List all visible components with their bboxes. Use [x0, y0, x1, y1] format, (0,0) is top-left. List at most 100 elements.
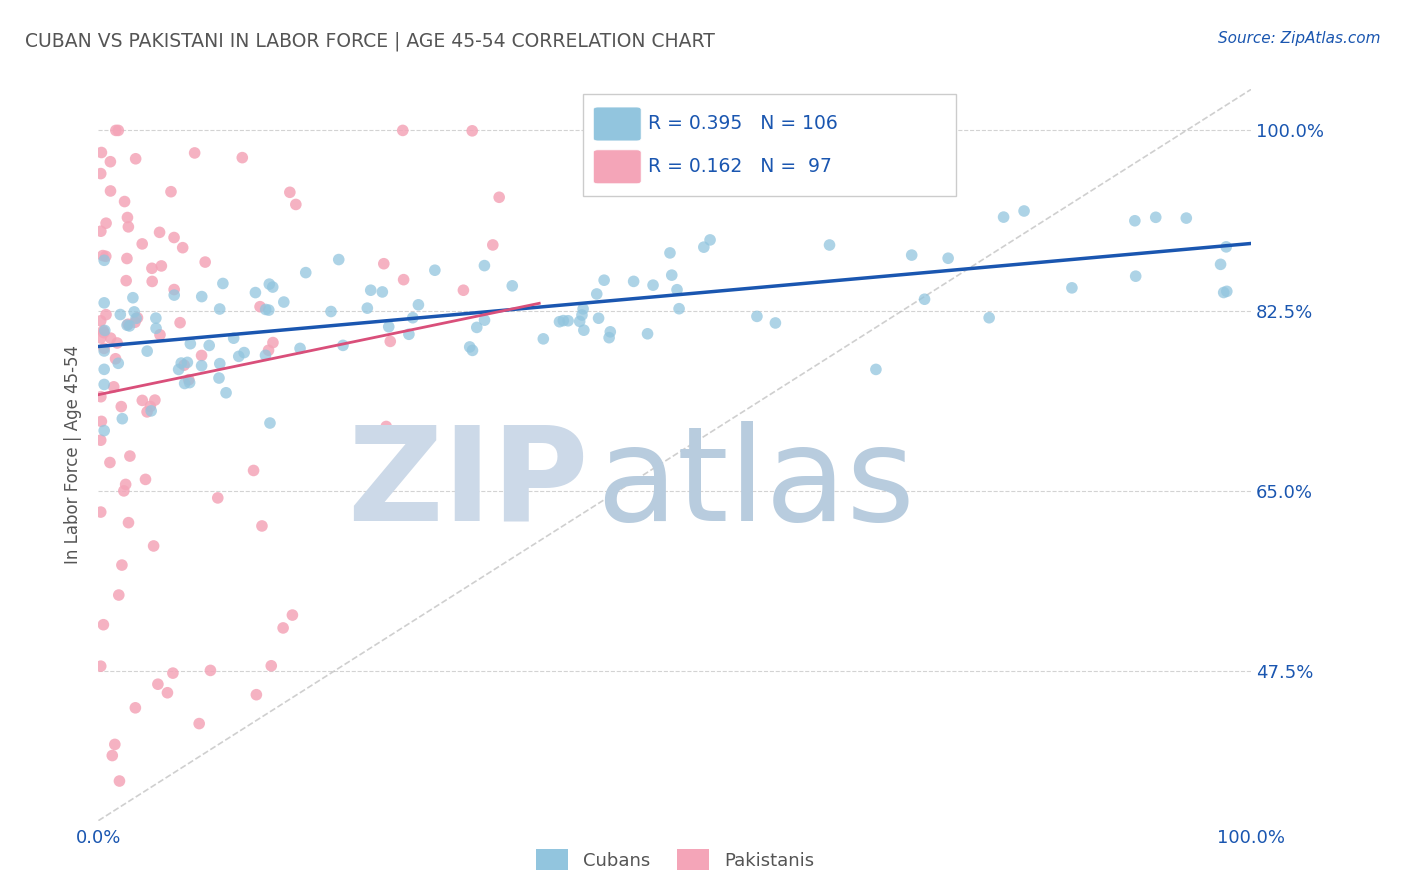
Point	[124, 152, 146, 166]
Point	[117, 219, 139, 234]
Point	[162, 666, 184, 681]
Point	[273, 295, 295, 310]
Point	[131, 236, 153, 251]
Point	[377, 319, 399, 334]
Point	[115, 252, 138, 266]
Point	[117, 211, 139, 225]
Point	[103, 380, 125, 394]
Point	[110, 308, 132, 322]
Point	[100, 154, 122, 169]
Point	[198, 338, 221, 352]
Text: ZIP: ZIP	[347, 421, 589, 548]
Point	[139, 400, 162, 414]
Point	[461, 343, 484, 358]
Point	[271, 621, 294, 635]
Point	[172, 241, 194, 255]
Point	[94, 308, 117, 322]
Point	[228, 350, 250, 364]
Point	[115, 318, 138, 333]
Point	[319, 304, 342, 318]
Point	[93, 377, 115, 392]
Point	[93, 253, 115, 268]
Point	[145, 321, 167, 335]
Point	[408, 298, 430, 312]
Point	[108, 774, 131, 789]
Point	[936, 251, 959, 265]
Text: atlas: atlas	[596, 421, 915, 548]
Point	[281, 608, 304, 623]
Point	[380, 334, 402, 349]
Point	[571, 308, 593, 322]
Point	[553, 313, 575, 327]
Point	[136, 405, 159, 419]
Point	[461, 124, 484, 138]
Point	[104, 123, 127, 137]
Point	[408, 440, 430, 454]
Point	[360, 283, 382, 297]
Point	[141, 261, 163, 276]
Point	[501, 278, 523, 293]
Point	[1144, 211, 1167, 225]
Point	[391, 123, 413, 137]
Point	[402, 310, 425, 325]
Point	[458, 340, 481, 354]
Point	[177, 373, 200, 387]
Point	[194, 255, 217, 269]
Point	[188, 716, 211, 731]
Point	[94, 216, 117, 230]
Point	[659, 246, 682, 260]
Point	[190, 289, 212, 303]
Point	[531, 332, 554, 346]
Point	[90, 167, 112, 181]
Point	[245, 285, 267, 300]
Point	[392, 273, 415, 287]
Point	[143, 393, 166, 408]
Point	[208, 357, 231, 371]
Point	[481, 238, 503, 252]
Point	[262, 335, 284, 350]
Text: Source: ZipAtlas.com: Source: ZipAtlas.com	[1218, 31, 1381, 46]
Point	[259, 277, 281, 292]
Point	[356, 301, 378, 315]
Point	[373, 257, 395, 271]
Point	[107, 356, 129, 370]
Point	[190, 359, 212, 373]
Point	[259, 416, 281, 430]
Point	[98, 456, 121, 470]
Point	[183, 145, 205, 160]
Point	[254, 348, 277, 362]
Point	[588, 311, 610, 326]
Point	[208, 301, 231, 316]
Point	[163, 288, 186, 302]
Point	[179, 336, 201, 351]
Point	[548, 315, 571, 329]
Point	[1060, 281, 1083, 295]
Point	[599, 325, 621, 339]
Text: R = 0.162   N =  97: R = 0.162 N = 97	[648, 157, 832, 177]
Point	[423, 263, 446, 277]
Point	[105, 336, 128, 351]
Point	[107, 588, 129, 602]
Point	[160, 185, 183, 199]
Point	[865, 362, 887, 376]
Point	[585, 287, 607, 301]
Point	[90, 434, 112, 448]
Point	[233, 345, 256, 359]
Point	[1215, 240, 1237, 254]
Point	[765, 316, 787, 330]
Point	[169, 316, 191, 330]
Point	[117, 516, 139, 530]
Point	[572, 301, 595, 316]
Point	[260, 658, 283, 673]
Point	[1012, 204, 1035, 219]
Point	[93, 342, 115, 356]
Point	[207, 491, 229, 505]
Point	[93, 362, 115, 376]
Point	[117, 318, 139, 332]
Point	[215, 385, 238, 400]
Point	[163, 283, 186, 297]
Point	[831, 166, 853, 180]
Point	[200, 664, 222, 678]
Point	[641, 278, 664, 293]
Point	[1123, 213, 1146, 227]
